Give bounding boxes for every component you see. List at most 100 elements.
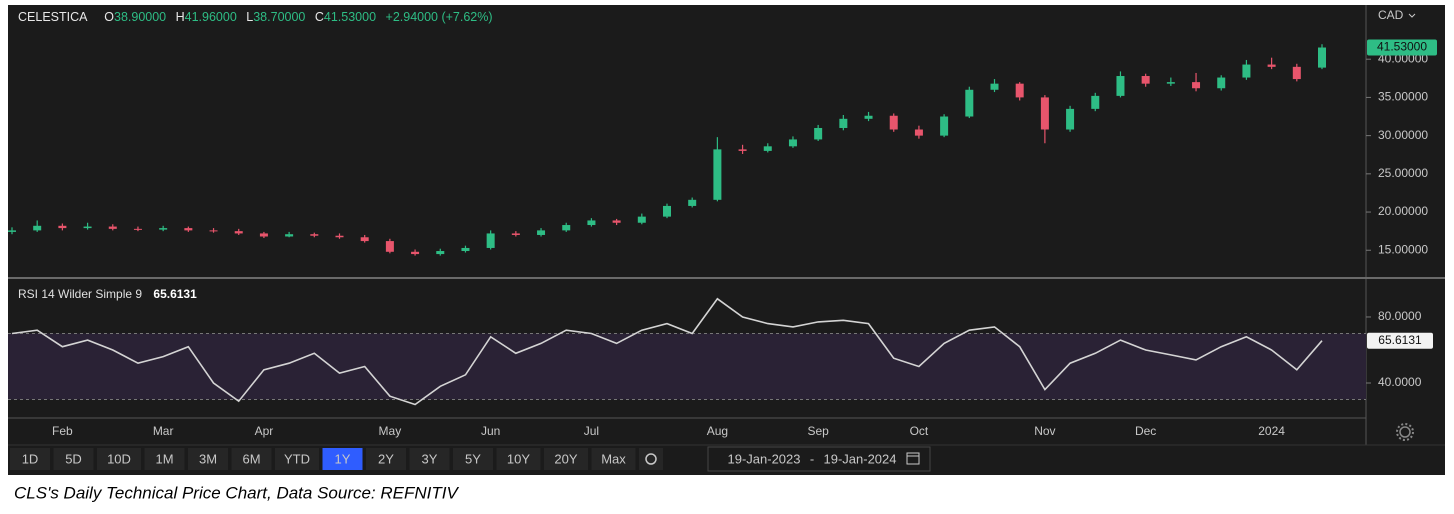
rsi-value-tag [1367, 332, 1433, 349]
candle-body [1116, 76, 1125, 96]
button-bg [144, 448, 185, 470]
button-bg [275, 448, 319, 470]
date-separator: - [810, 451, 814, 466]
currency-selector[interactable]: CAD [1378, 8, 1404, 22]
x-tick-label: Jun [481, 424, 500, 438]
indicator-legend: RSI 14 Wilder Simple 9 65.6131 [18, 287, 197, 301]
date-range-picker[interactable]: 19-Jan-2023-19-Jan-2024 [707, 446, 931, 472]
last-price-label: 41.53000 [1377, 40, 1427, 54]
candle-body [209, 230, 218, 232]
rsi-line [11, 297, 1323, 406]
button-label: 10D [107, 451, 131, 466]
x-tick-label: Mar [153, 424, 174, 438]
y-tick-label: 40.0000 [1378, 375, 1422, 389]
range-button[interactable]: 1M [144, 448, 185, 470]
range-button[interactable]: 5Y [453, 448, 493, 470]
range-button[interactable]: 20Y [544, 448, 588, 470]
ohlc-value: 38.70000 [253, 10, 305, 24]
settings-icon[interactable] [1396, 423, 1414, 441]
candle-body [814, 127, 823, 140]
y-tick-label: 20.00000 [1378, 204, 1428, 218]
x-tick-label: Feb [52, 424, 73, 438]
candle-body [385, 241, 394, 252]
candle-body [1292, 66, 1301, 80]
button-label: 1Y [335, 451, 351, 466]
button-bg [591, 448, 636, 470]
candle-body [159, 228, 168, 230]
button-label: 3M [199, 451, 217, 466]
ohlc-value: 41.53000 [324, 10, 376, 24]
range-button[interactable]: 6M [231, 448, 272, 470]
x-tick-label: Sep [807, 424, 829, 438]
calendar-icon [906, 452, 920, 465]
ohlc-value: 41.96000 [185, 10, 237, 24]
range-button[interactable]: 1D [10, 448, 50, 470]
candle-body [133, 228, 142, 230]
range-button[interactable]: YTD [275, 448, 319, 470]
candle-body [1091, 95, 1100, 109]
candle-body [1242, 64, 1251, 78]
candle-body [763, 146, 772, 151]
ohlc-letter: C [315, 10, 324, 24]
range-button[interactable]: 10D [97, 448, 141, 470]
range-button[interactable]: 2Y [366, 448, 406, 470]
candle-body [1066, 108, 1075, 130]
candle-body [990, 83, 999, 90]
candle-body [310, 234, 319, 236]
button-label: 5Y [465, 451, 481, 466]
button-bg [544, 448, 588, 470]
button-bg [453, 448, 493, 470]
candle-body [33, 225, 42, 231]
candle-body [486, 233, 495, 248]
rsi-value-label: 65.6131 [1378, 333, 1422, 347]
y-tick-label: 35.00000 [1378, 90, 1428, 104]
dropdown-caret [1408, 13, 1416, 18]
symbol: CELESTICA [18, 10, 88, 24]
candle-body [1141, 76, 1150, 84]
ohlc-letter: L [246, 10, 253, 24]
y-tick-label: 80.0000 [1378, 309, 1422, 323]
range-button[interactable]: 10Y [496, 448, 541, 470]
candle-body [889, 115, 898, 130]
gear-teeth [1396, 423, 1414, 441]
candle-body [511, 233, 520, 235]
y-tick-label: 30.00000 [1378, 128, 1428, 142]
x-tick-label: Aug [707, 424, 728, 438]
candle-body [83, 226, 92, 229]
candle-body [1217, 77, 1226, 89]
y-tick-label: 15.00000 [1378, 242, 1428, 256]
gear-icon [645, 453, 657, 465]
candle-body [1166, 82, 1175, 84]
button-label: 1M [155, 451, 173, 466]
range-button[interactable]: 3M [188, 448, 228, 470]
chart-settings-button[interactable] [639, 448, 663, 470]
x-tick-label: Apr [255, 424, 274, 438]
range-button[interactable]: Max [591, 448, 636, 470]
range-button[interactable]: 1Y [322, 448, 363, 470]
chart-header: CELESTICA O38.90000 H41.96000 L38.70000 … [18, 10, 493, 24]
candle-body [58, 225, 67, 229]
range-button[interactable]: 3Y [409, 448, 450, 470]
caption: CLS's Daily Technical Price Chart, Data … [14, 483, 459, 502]
candle-body [788, 139, 797, 147]
candle-body [461, 247, 470, 252]
button-bg [322, 448, 363, 470]
button-bg [639, 448, 663, 470]
candle-body [411, 251, 420, 255]
x-tick-label: Oct [910, 424, 929, 438]
indicator-value: 65.6131 [153, 287, 197, 301]
x-tick-label: Nov [1034, 424, 1055, 438]
candle-body [8, 230, 16, 232]
button-label: 3Y [422, 451, 438, 466]
candle-body [637, 216, 646, 223]
button-label: 20Y [554, 451, 577, 466]
button-label: 10Y [507, 451, 530, 466]
button-bg [10, 448, 50, 470]
ohlc-letter: O [104, 10, 114, 24]
button-label: 1D [22, 451, 39, 466]
button-bg [231, 448, 272, 470]
range-button[interactable]: 5D [53, 448, 94, 470]
candle-body [285, 234, 294, 237]
